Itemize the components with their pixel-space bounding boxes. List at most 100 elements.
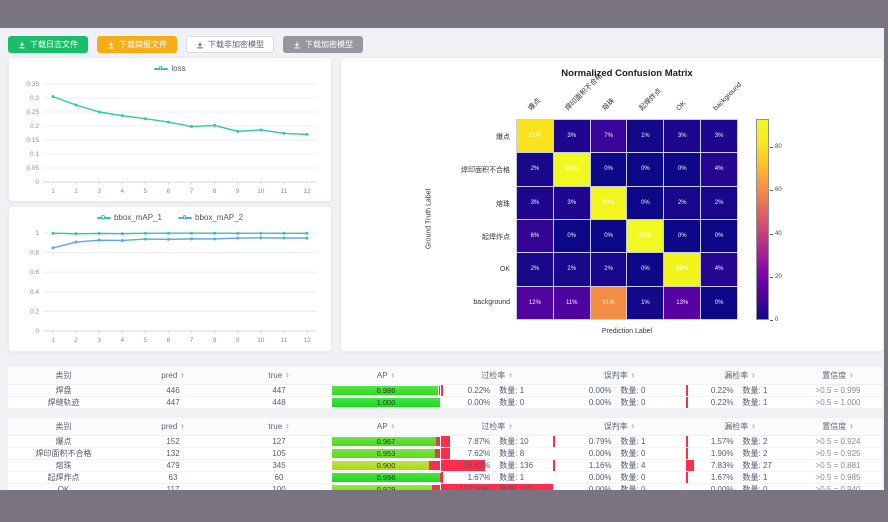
rate-count: 数量: 4 xyxy=(620,461,646,470)
miss-detect-cell: 1.57% 数量: 2 xyxy=(686,435,794,448)
sort-icon[interactable]: ▲ ▼ xyxy=(630,421,636,430)
sort-icon[interactable]: ▲ ▼ xyxy=(390,421,396,430)
svg-text:1: 1 xyxy=(51,337,55,344)
svg-text:6: 6 xyxy=(167,188,171,195)
miss-detect-cell: 1.67% 数量: 1 xyxy=(686,471,794,484)
rate-count: 数量: 0 xyxy=(620,473,646,482)
download-encrypted-model-button[interactable]: 下载加密模型 xyxy=(283,36,363,53)
sort-icon[interactable]: ▲ ▼ xyxy=(390,370,396,379)
colorbar-tick-label: 0 xyxy=(775,317,779,323)
svg-text:10: 10 xyxy=(257,188,265,195)
ap-remainder-bar xyxy=(432,485,440,490)
svg-text:0.25: 0.25 xyxy=(26,109,39,116)
miss-detect-cell: 0.00% 数量: 0 xyxy=(686,483,794,490)
ap-cell: 1.000 xyxy=(331,396,441,409)
matrix-cell: 2% xyxy=(517,153,553,186)
confusion-matrix-title: Normalized Confusion Matrix xyxy=(561,68,693,79)
svg-text:7: 7 xyxy=(190,188,194,195)
matrix-cell: 0% xyxy=(590,219,627,253)
matrix-row-label: 爆点 xyxy=(496,133,510,141)
matrix-column-label: OK xyxy=(674,100,687,113)
rate-count: 数量: 1 xyxy=(620,437,646,446)
download-report-button[interactable]: 下载简报文件 xyxy=(97,36,177,53)
column-header-pred: pred ▲ ▼ xyxy=(119,417,227,436)
matrix-column-label: 爆点 xyxy=(526,97,542,113)
matrix-cell: 0% xyxy=(627,253,664,286)
matrix-cell: 90% xyxy=(590,186,627,219)
sort-icon[interactable]: ▲ ▼ xyxy=(751,370,756,379)
svg-text:7: 7 xyxy=(190,337,194,344)
sort-icon[interactable]: ▲ ▼ xyxy=(180,421,185,430)
legend-item-loss[interactable]: loss xyxy=(154,64,186,73)
column-header-label: 过检率 xyxy=(481,371,506,380)
rate-count: 数量: 1 xyxy=(742,398,768,407)
map-chart: 00.20.40.60.811 2 3 4 5 6 7 8 9 10 11 12 xyxy=(30,230,317,344)
svg-text:3: 3 xyxy=(97,337,101,344)
column-header-漏检率: 漏检率 ▲ ▼ xyxy=(686,366,794,385)
sort-icon[interactable]: ▲ ▼ xyxy=(180,370,185,379)
rate-percent: 1.67% xyxy=(467,473,491,482)
svg-text:11: 11 xyxy=(281,337,288,344)
rate-percent: 0.00% xyxy=(588,473,612,482)
rate-percent: 117.00% xyxy=(459,485,491,490)
rate-bar xyxy=(686,472,688,483)
sort-icon[interactable]: ▲ ▼ xyxy=(751,421,756,430)
sort-icon[interactable]: ▲ ▼ xyxy=(508,421,513,430)
matrix-cell: 0% xyxy=(627,153,664,186)
svg-text:0.6: 0.6 xyxy=(30,269,39,276)
download-unencrypted-model-button[interactable]: 下载非加密模型 xyxy=(186,36,274,53)
true-cell: 448 xyxy=(227,396,331,409)
legend-label: loss xyxy=(171,64,186,73)
rate-percent: 0.00% xyxy=(588,398,612,407)
column-header-label: true xyxy=(268,422,283,431)
column-header-置信度: 置信度 ▲ ▼ xyxy=(794,366,882,385)
sort-icon[interactable]: ▲ ▼ xyxy=(508,370,513,379)
pred-cell: 479 xyxy=(119,459,227,472)
rate-percent: 7.83% xyxy=(710,461,734,470)
rate-bar xyxy=(553,436,555,447)
sort-icon[interactable]: ▲ ▼ xyxy=(849,370,854,379)
ap-remainder-bar xyxy=(436,437,440,446)
rate-bar xyxy=(441,472,443,483)
miss-detect-cell: 0.22% 数量: 1 xyxy=(686,396,794,409)
svg-text:12: 12 xyxy=(303,337,311,344)
matrix-cell: 93% xyxy=(553,153,590,186)
button-label: 下载日志文件 xyxy=(30,40,78,49)
svg-text:8: 8 xyxy=(213,337,217,344)
rate-count: 数量: 2 xyxy=(742,449,768,458)
svg-text:0.4: 0.4 xyxy=(30,289,39,296)
confidence-cell: >0.5 = 1.000 xyxy=(794,396,882,409)
rate-count: 数量: 0 xyxy=(742,485,768,490)
true-cell: 127 xyxy=(227,435,331,448)
sort-icon[interactable]: ▲ ▼ xyxy=(849,421,854,430)
matrix-cell: 0% xyxy=(701,286,737,319)
rate-percent: 0.00% xyxy=(710,485,734,490)
legend-item-bbox_mAP_2[interactable]: bbox_mAP_2 xyxy=(178,213,243,222)
matrix-cell: 61% xyxy=(590,286,627,319)
svg-text:2: 2 xyxy=(74,337,78,344)
column-header-误判率: 误判率 ▲ ▼ xyxy=(553,366,686,385)
legend-item-bbox_mAP_1[interactable]: bbox_mAP_1 xyxy=(96,213,162,222)
download-log-button[interactable]: 下载日志文件 xyxy=(8,36,88,53)
pred-cell: 152 xyxy=(119,435,227,448)
loss-chart-legend: loss xyxy=(9,64,331,73)
rate-percent: 0.00% xyxy=(588,449,612,458)
misjudge-cell: 0.00% 数量: 0 xyxy=(553,483,686,490)
svg-text:4: 4 xyxy=(120,337,124,344)
svg-text:10: 10 xyxy=(257,337,265,344)
sort-icon[interactable]: ▲ ▼ xyxy=(630,370,636,379)
svg-text:0.2: 0.2 xyxy=(30,308,39,315)
sort-icon[interactable]: ▲ ▼ xyxy=(285,421,290,430)
over-detect-cell: 7.87% 数量: 10 xyxy=(441,435,553,448)
over-detect-cell: 0.00% 数量: 0 xyxy=(441,396,553,409)
matrix-cell: 2% xyxy=(553,253,590,286)
rate-count: 数量: 0 xyxy=(620,398,646,407)
rate-bar xyxy=(441,385,443,396)
class-name-cell: 焊缝轨迹 xyxy=(8,396,119,409)
button-label: 下载非加密模型 xyxy=(208,40,264,49)
over-detect-cell: 39.42% 数量: 136 xyxy=(441,459,553,472)
rate-percent: 1.90% xyxy=(710,449,734,458)
confidence-cell: >0.5 = 0.985 xyxy=(794,471,882,484)
rate-count: 数量: 2 xyxy=(742,437,768,446)
sort-icon[interactable]: ▲ ▼ xyxy=(285,370,290,379)
